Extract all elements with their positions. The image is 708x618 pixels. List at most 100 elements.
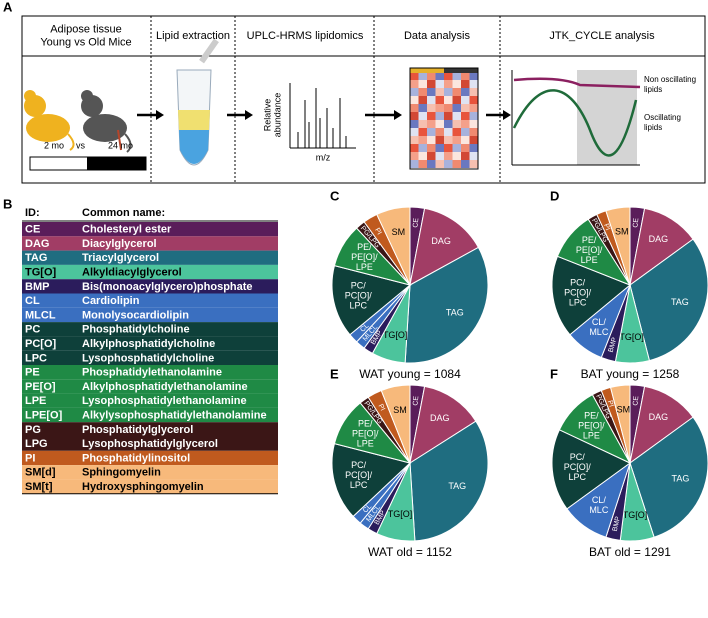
row-name: Triacylglycerol <box>82 252 159 264</box>
row-id: SM[t] <box>25 481 53 493</box>
heat-cell <box>469 88 478 96</box>
pie-slice <box>380 384 411 464</box>
row-name: Lysophosphatidylcholine <box>82 352 214 364</box>
pie-slice <box>551 255 631 336</box>
table-row <box>22 222 278 237</box>
heat-cell <box>435 128 444 136</box>
heat-cell <box>461 160 470 168</box>
heat-cell <box>427 72 436 80</box>
pie-slice <box>331 264 412 336</box>
slice-label: DAG <box>430 414 450 424</box>
lipid-phase <box>178 110 210 130</box>
row-name: Lysophosphatidylethanolamine <box>82 395 247 407</box>
heat-cell <box>452 152 461 160</box>
heat-cell <box>452 72 461 80</box>
slice-label: TAG <box>671 297 689 307</box>
mice-icons <box>24 90 147 171</box>
row-name: Cholesteryl ester <box>82 224 172 236</box>
step-title: Young vs Old Mice <box>40 36 131 48</box>
heat-cell <box>444 88 453 96</box>
row-id: CE <box>25 224 40 236</box>
heat-cell <box>410 128 419 136</box>
slice-label: PI <box>606 400 615 409</box>
heat-cell <box>435 104 444 112</box>
heatmap <box>409 67 479 170</box>
table-row <box>22 264 278 280</box>
slice-label: PC/PC[O]/LPC <box>345 281 373 311</box>
group-bar <box>410 68 444 73</box>
ear <box>24 90 36 102</box>
heat-cell <box>461 128 470 136</box>
row-id: PE <box>25 367 40 379</box>
pipette <box>199 38 219 64</box>
table-row <box>22 350 278 365</box>
pie-slice <box>629 238 708 362</box>
heat-cell <box>435 136 444 144</box>
heat-cell <box>418 96 427 104</box>
slice-label: CE <box>632 217 640 228</box>
heat-cell <box>452 120 461 128</box>
heat-cell <box>444 144 453 152</box>
curve-label: lipids <box>644 123 662 132</box>
heat-cell <box>435 88 444 96</box>
heat-cell <box>427 80 436 88</box>
heat-cell <box>461 104 470 112</box>
row-id: TAG <box>25 252 47 264</box>
heat-cell <box>469 80 478 88</box>
step-title: UPLC-HRMS lipidomics <box>247 30 364 42</box>
panel-letter: A <box>3 0 13 14</box>
heat-cell <box>461 96 470 104</box>
table-row <box>22 465 278 480</box>
row-name: Alkyldiacylglycerol <box>82 266 182 278</box>
table-row <box>22 436 278 451</box>
row-id: LPC <box>25 352 47 364</box>
slice-label: TG[O] <box>619 332 644 342</box>
heat-cell <box>452 96 461 104</box>
heat-cell <box>427 112 436 120</box>
table-row <box>22 322 278 337</box>
heat-cell <box>418 160 427 168</box>
heat-cell <box>427 160 436 168</box>
slice-label: PI <box>373 227 382 236</box>
heat-cell <box>461 72 470 80</box>
table-row <box>22 379 278 394</box>
heat-cell <box>410 160 419 168</box>
heat-cell <box>461 112 470 120</box>
heat-cell <box>427 128 436 136</box>
tail <box>124 133 132 153</box>
axis-title: m/z <box>316 152 331 162</box>
non-oscillating-curve <box>513 77 641 89</box>
pie-slice <box>376 206 411 286</box>
heat-cell <box>418 136 427 144</box>
axis-title: Relative <box>262 99 272 132</box>
heat-cell <box>427 120 436 128</box>
heat-cell <box>469 152 478 160</box>
slice-label: PI <box>377 403 386 412</box>
pie-caption: WAT young = 1084 <box>359 367 461 381</box>
slice-label: DAG <box>431 236 451 246</box>
heat-cell <box>452 104 461 112</box>
table-row <box>22 422 278 437</box>
mouse-label: 24 mo <box>108 140 133 150</box>
row-id: CL <box>25 295 40 307</box>
table-header: Common name: <box>82 207 165 219</box>
slice-label: DAG <box>649 413 669 423</box>
heat-cell <box>444 112 453 120</box>
pie-slice <box>409 207 480 286</box>
step-title: Adipose tissue <box>50 23 122 35</box>
heat-cell <box>461 152 470 160</box>
row-name: Alkylphosphatidylcholine <box>82 338 215 350</box>
slice-label: TG[O] <box>383 330 408 340</box>
table-row <box>22 279 278 294</box>
heat-cell <box>444 80 453 88</box>
mouse-label: 2 mo <box>44 140 64 150</box>
heat-cell <box>410 136 419 144</box>
slice-label: PE/PE[O]/LPE <box>578 411 605 441</box>
row-id: LPE[O] <box>25 409 63 421</box>
panel-letter: D <box>550 188 559 203</box>
panel-letter: B <box>3 196 12 211</box>
heat-cell <box>469 120 478 128</box>
row-name: Bis(monoacylglycero)phosphate <box>82 281 253 293</box>
row-name: Phosphatidylethanolamine <box>82 367 222 379</box>
slice-label: CL <box>359 322 370 333</box>
